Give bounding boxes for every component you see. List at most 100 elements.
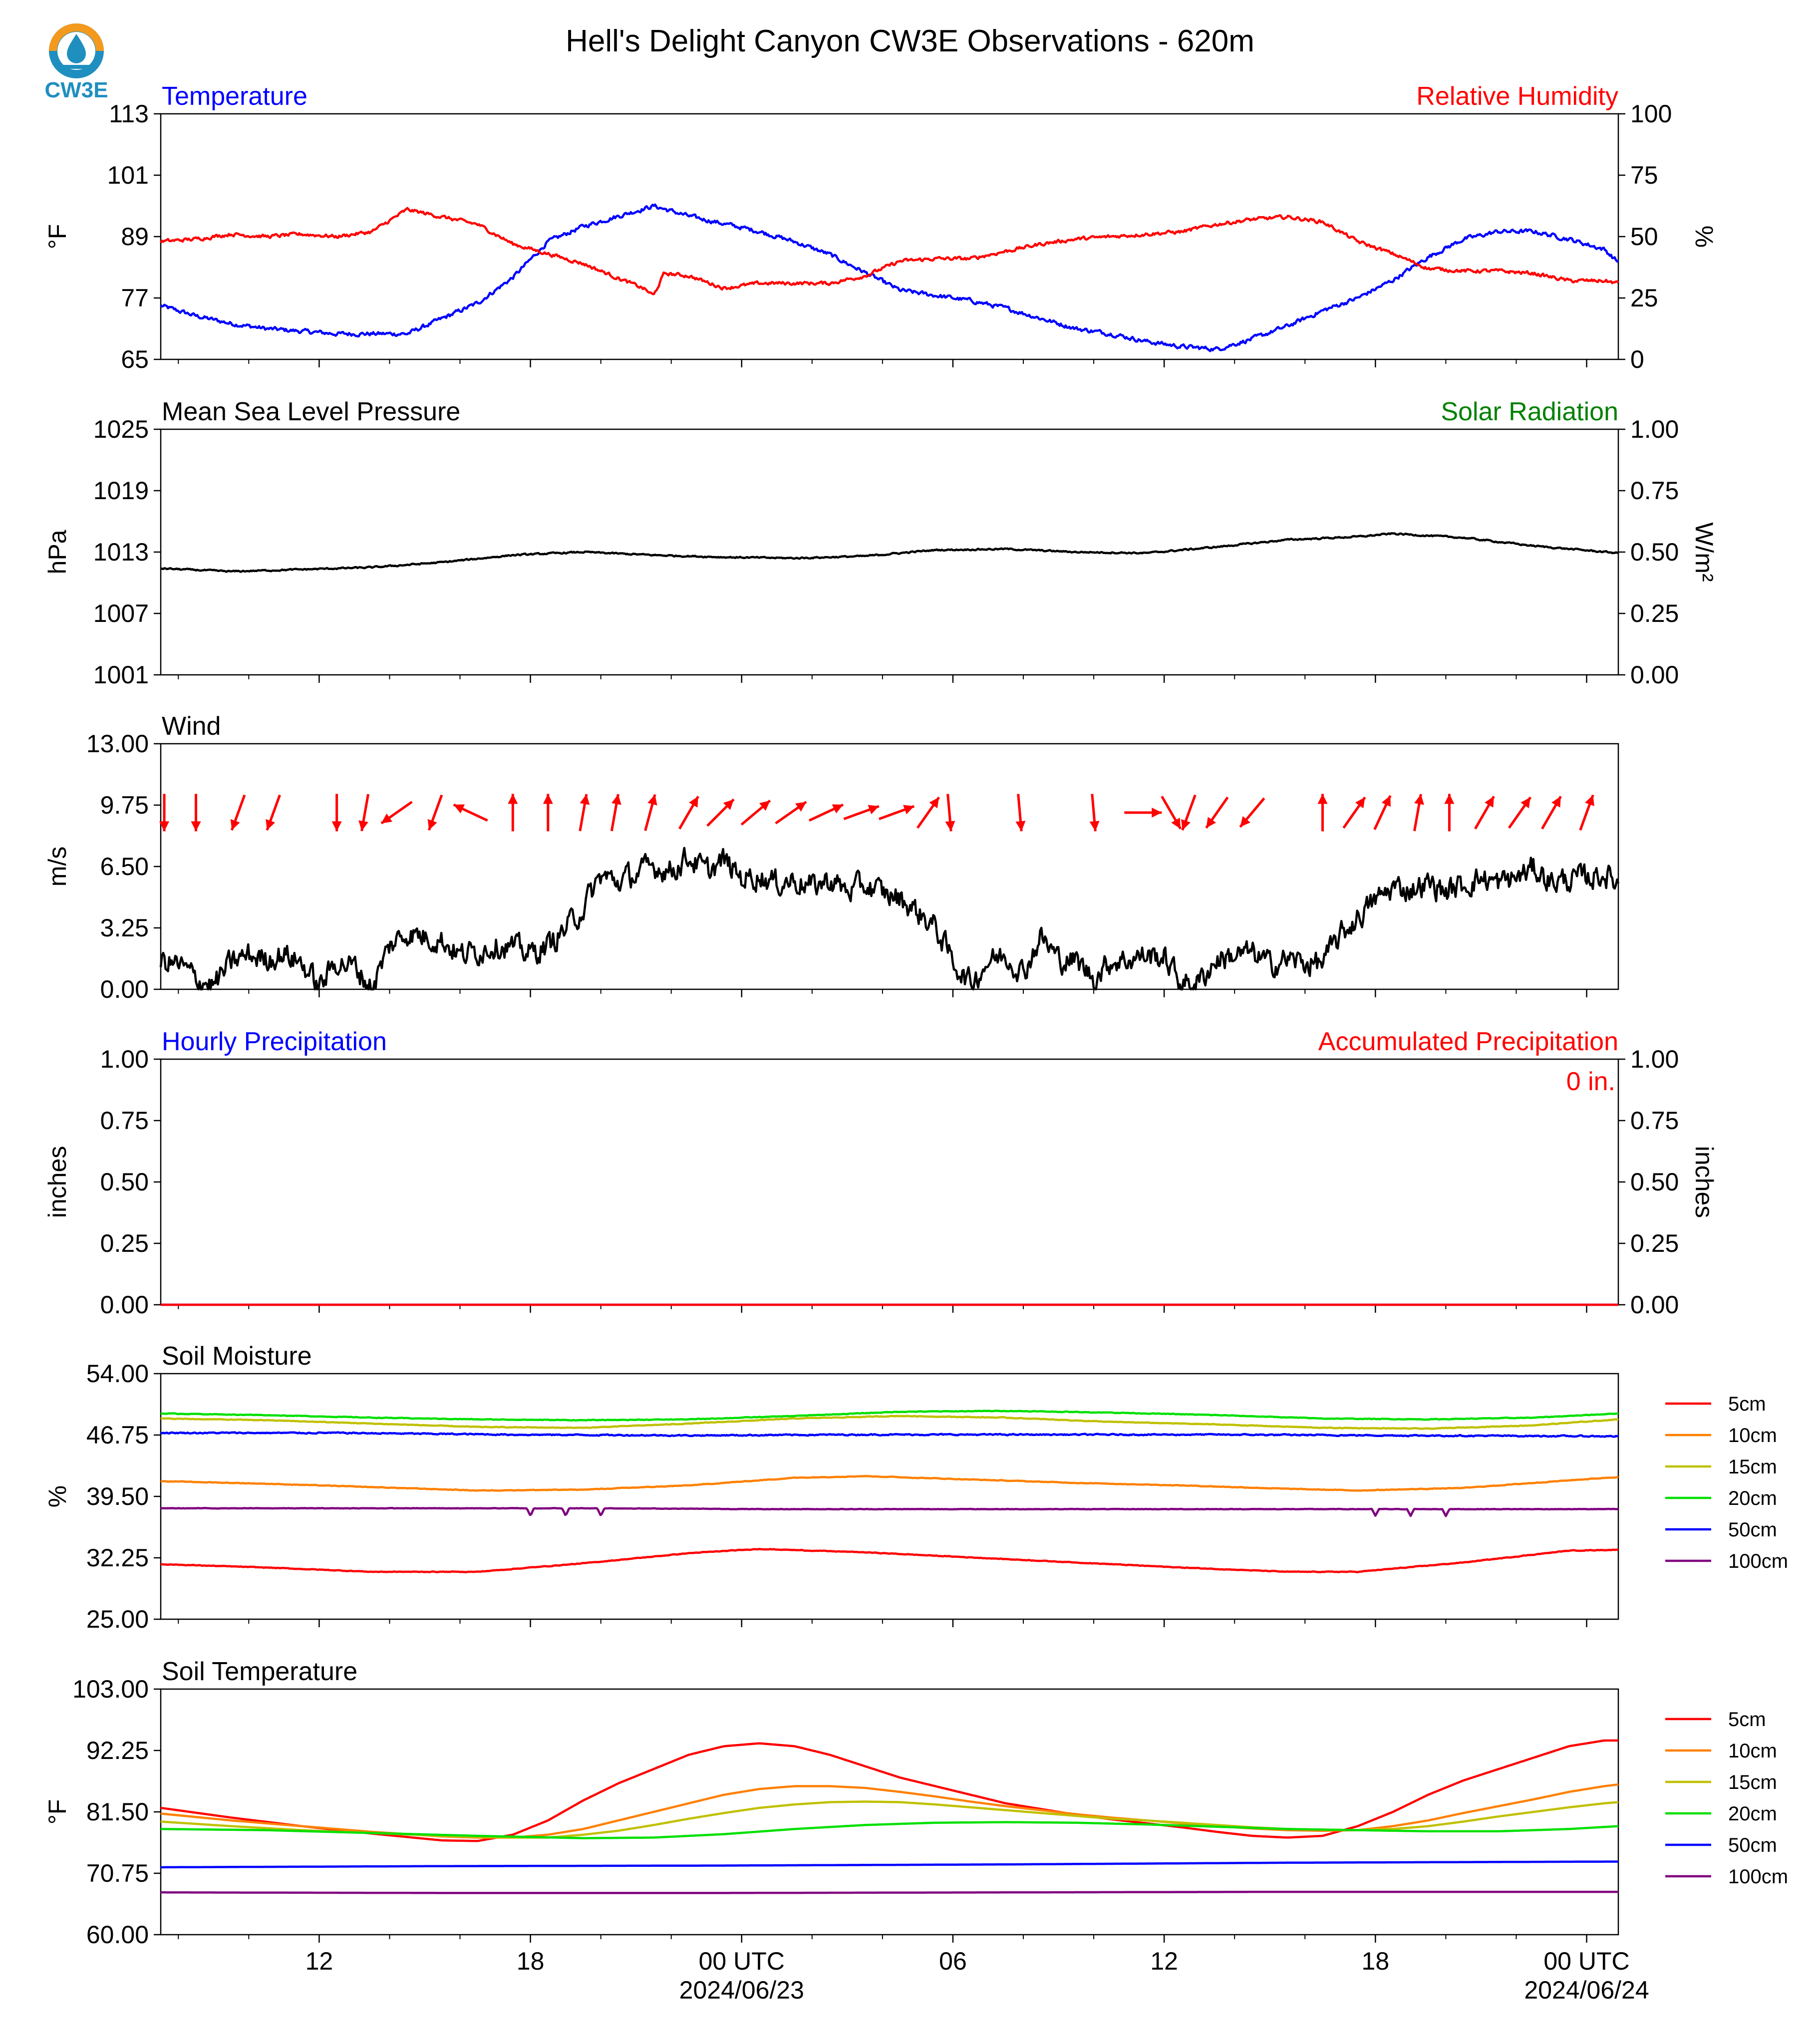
- y-tick-label-left: 0.00: [100, 1291, 149, 1319]
- series-line-relative-humidity: [160, 207, 1619, 295]
- y-tick-label-left: 1001: [93, 661, 149, 689]
- plot-frame: [160, 113, 1619, 360]
- y-tick-label-left: 0.25: [100, 1229, 149, 1257]
- plot-frame: [160, 428, 1619, 676]
- y-tick-label-left: 113: [109, 100, 149, 128]
- wind-arrow-head-icon: [1444, 794, 1455, 804]
- logo-drop-icon: [67, 34, 86, 63]
- series-line-20cm: [160, 1409, 1619, 1422]
- plot-frame: [160, 1688, 1619, 1936]
- wind-arrow: [1413, 794, 1424, 832]
- wind-arrow-head-icon: [381, 813, 392, 824]
- y-tick-label-right: 0.50: [1630, 1168, 1679, 1196]
- panel-title-left: Soil Moisture: [162, 1342, 312, 1371]
- x-tick-label: 12: [305, 1947, 333, 1975]
- wind-arrow-head-icon: [929, 797, 939, 809]
- y-axis-label-left: inches: [43, 1146, 71, 1218]
- y-tick-label-left: 103.00: [72, 1675, 149, 1703]
- series-line-50cm: [161, 1860, 1619, 1869]
- legend-label: 5cm: [1728, 1709, 1766, 1731]
- y-axis-label-left: %: [43, 1485, 71, 1507]
- series-line-20cm: [160, 1821, 1619, 1839]
- y-tick-label-right: 25: [1630, 284, 1658, 312]
- y-tick-label-right: 0.50: [1630, 538, 1679, 566]
- panel-soil_temperature: Soil Temperature 60.00 70.75 81.50 92.25 103.…: [43, 1657, 1788, 1949]
- y-tick-label-left: 54.00: [86, 1360, 149, 1388]
- y-tick-label-right: 100: [1630, 100, 1672, 128]
- y-tick-label-left: 1007: [93, 599, 149, 627]
- wind-arrow: [1124, 808, 1162, 818]
- logo-wave-icon: [55, 65, 98, 69]
- wind-arrow: [945, 794, 955, 832]
- wind-arrow-head-icon: [832, 804, 844, 814]
- y-axis-label-left: hPa: [43, 530, 71, 574]
- wind-arrow-head-icon: [723, 799, 734, 810]
- panel-title-right: Relative Humidity: [1416, 82, 1618, 111]
- legend-label: 15cm: [1728, 1456, 1777, 1478]
- series-line-5cm: [160, 1739, 1618, 1842]
- logo-sun-arc-icon: [49, 23, 104, 51]
- wind-arrow: [427, 794, 443, 831]
- y-tick-label-right: 75: [1630, 161, 1658, 189]
- y-tick-label-left: 13.00: [86, 730, 149, 758]
- wind-arrow-head-icon: [427, 819, 437, 831]
- wind-arrow: [1474, 796, 1495, 830]
- wind-arrow-head-icon: [453, 804, 465, 814]
- wind-arrow-head-icon: [1520, 797, 1531, 809]
- wind-arrow-head-icon: [795, 802, 807, 812]
- y-axis-label-left: °F: [43, 224, 71, 250]
- legend-label: 15cm: [1728, 1771, 1777, 1793]
- wind-arrow: [1205, 796, 1229, 829]
- figure-title: Hell's Delight Canyon CW3E Observations …: [566, 24, 1254, 58]
- legend-label: 10cm: [1728, 1740, 1777, 1762]
- wind-arrow-head-icon: [868, 805, 879, 815]
- wind-arrow: [358, 794, 370, 832]
- wind-arrow: [543, 794, 553, 832]
- wind-arrow-head-icon: [331, 821, 342, 832]
- wind-arrow: [879, 805, 915, 821]
- y-tick-label-right: 1.00: [1630, 415, 1679, 443]
- y-tick-label-left: 25.00: [86, 1605, 149, 1633]
- wind-arrow: [453, 803, 488, 822]
- wind-arrow-head-icon: [1585, 795, 1594, 806]
- x-date-label: 2024/06/24: [1524, 1976, 1649, 2004]
- y-axis-label-left: m/s: [43, 847, 71, 887]
- panel-title-right: Solar Radiation: [1441, 397, 1618, 426]
- wind-arrow: [1579, 794, 1594, 831]
- y-axis-label-left: °F: [43, 1799, 71, 1825]
- plot-frame: [160, 1058, 1619, 1306]
- cw3e-logo: CW3E: [44, 23, 108, 102]
- wind-arrow-head-icon: [611, 794, 621, 805]
- wind-arrow-head-icon: [191, 821, 201, 832]
- y-tick-label-right: 0.00: [1630, 661, 1679, 689]
- wind-arrow: [191, 794, 201, 832]
- wind-arrow: [380, 801, 413, 825]
- logo-text: CW3E: [44, 78, 108, 102]
- wind-arrow: [1342, 796, 1366, 829]
- wind-arrow: [1541, 796, 1562, 830]
- x-tick-label: 18: [1362, 1947, 1390, 1975]
- y-tick-label-left: 39.50: [86, 1482, 149, 1510]
- legend-label: 20cm: [1728, 1803, 1777, 1825]
- panel-wind: Wind 0.00 3.25 6.50 9.75 13.00 m/s: [43, 712, 1620, 1003]
- panel-title-right: Accumulated Precipitation: [1318, 1027, 1618, 1056]
- wind-arrow: [508, 794, 518, 832]
- wind-arrow: [1181, 794, 1197, 831]
- y-tick-label-left: 0.50: [100, 1168, 149, 1196]
- y-tick-label-left: 70.75: [86, 1859, 149, 1887]
- y-tick-label-left: 46.75: [86, 1421, 149, 1449]
- x-tick-label: 00 UTC: [699, 1947, 785, 1975]
- y-tick-label-right: 1.00: [1630, 1045, 1679, 1073]
- legend-label: 20cm: [1728, 1487, 1777, 1509]
- wind-arrow: [266, 794, 281, 831]
- y-tick-label-left: 1.00: [100, 1045, 149, 1073]
- plot-frame: [160, 743, 1619, 990]
- wind-arrow-head-icon: [903, 805, 914, 815]
- panel-precip: Hourly Precipitation Accumulated Precipit…: [43, 1027, 1718, 1319]
- wind-arrow-head-icon: [759, 800, 770, 811]
- series-line-wind-speed: [159, 847, 1620, 991]
- y-tick-label-left: 81.50: [86, 1798, 149, 1826]
- y-tick-label-left: 1013: [93, 538, 149, 566]
